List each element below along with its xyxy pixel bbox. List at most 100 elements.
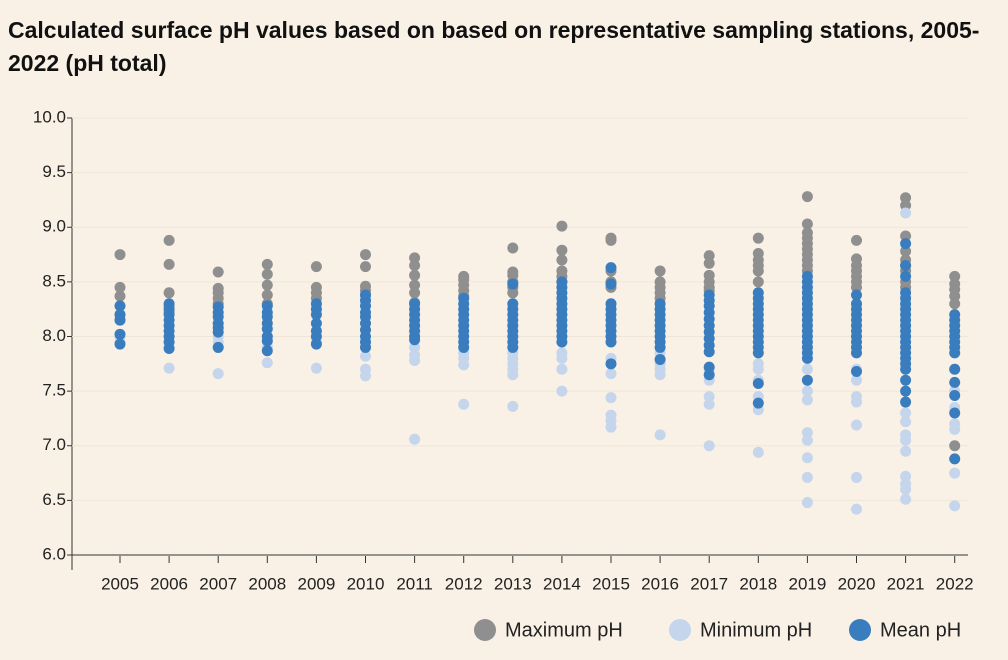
dot [900, 407, 912, 419]
dot [801, 191, 813, 203]
dot [605, 278, 617, 290]
y-tick-label: 6.0 [42, 544, 66, 563]
dot [900, 270, 912, 282]
chart-title: Calculated surface pH values based on ba… [8, 17, 980, 76]
dot [900, 396, 912, 408]
dot [703, 391, 715, 403]
dot [360, 261, 371, 273]
dot [212, 326, 224, 338]
y-tick-label: 7.5 [42, 381, 66, 400]
dot [851, 347, 862, 359]
x-tick-label: 2021 [887, 574, 925, 593]
dot [556, 220, 568, 232]
dot [900, 192, 912, 204]
dot [310, 331, 322, 342]
dot [900, 374, 912, 386]
dot [310, 317, 322, 329]
dot [900, 429, 912, 441]
x-tick-label: 2013 [494, 574, 532, 593]
dot [949, 363, 961, 375]
dot [654, 265, 666, 277]
dot [556, 244, 568, 256]
dot [261, 335, 273, 347]
legend-swatch [669, 619, 691, 641]
dot [261, 279, 273, 291]
dot [851, 471, 862, 483]
dot [900, 445, 912, 457]
dot [900, 230, 912, 242]
dot [654, 353, 666, 365]
dot [703, 398, 715, 410]
x-tick-label: 2006 [150, 574, 188, 593]
dot [801, 427, 813, 439]
dot [409, 259, 421, 271]
dot [703, 250, 715, 262]
dot [900, 259, 912, 271]
dot [507, 341, 519, 353]
dot [360, 249, 371, 261]
dot [752, 347, 764, 359]
dot [949, 347, 961, 359]
dot [851, 234, 862, 246]
dot [163, 287, 175, 299]
dot [605, 409, 617, 421]
dot [163, 234, 175, 246]
dot [163, 343, 175, 355]
dot [261, 357, 273, 369]
dot [900, 385, 912, 397]
dot [310, 309, 322, 321]
y-tick-label: 6.5 [42, 490, 66, 509]
dot [900, 470, 912, 482]
dot [949, 440, 961, 452]
dot [556, 254, 568, 266]
dot [360, 341, 371, 353]
y-tick-label: 9.0 [42, 217, 66, 236]
x-tick-label: 2005 [101, 574, 139, 593]
x-tick-label: 2016 [641, 574, 679, 593]
dot [605, 358, 617, 370]
dot [507, 287, 519, 299]
dot [801, 374, 813, 386]
dot [212, 368, 224, 380]
dot [310, 362, 322, 374]
dot [752, 276, 764, 288]
dot [900, 416, 912, 428]
dot [949, 298, 961, 310]
dot [654, 341, 666, 353]
dot [703, 361, 715, 373]
dot [949, 467, 961, 479]
dot [605, 262, 617, 274]
dot [261, 345, 273, 357]
dot [949, 418, 961, 430]
dot [851, 365, 862, 377]
dot [801, 434, 813, 446]
dot [949, 376, 961, 388]
dot [949, 389, 961, 401]
dot [409, 349, 421, 361]
legend-label: Mean pH [880, 619, 961, 641]
dot [114, 281, 126, 293]
dot [360, 350, 371, 362]
x-tick-label: 2015 [592, 574, 630, 593]
dot [851, 289, 862, 301]
dot [703, 369, 715, 381]
dot [900, 199, 912, 211]
dot [409, 287, 421, 299]
dot [851, 281, 862, 293]
x-tick-label: 2022 [936, 574, 974, 593]
dot [752, 265, 764, 277]
x-tick-label: 2009 [297, 574, 335, 593]
dot [801, 452, 813, 464]
dot [458, 341, 470, 353]
dot [703, 257, 715, 269]
dot [114, 328, 126, 340]
dot [556, 336, 568, 348]
dot [458, 398, 470, 410]
x-tick-label: 2007 [199, 574, 237, 593]
dot [409, 341, 421, 353]
dot [212, 341, 224, 353]
dot [605, 234, 617, 246]
dot [949, 407, 961, 419]
dot [949, 290, 961, 302]
